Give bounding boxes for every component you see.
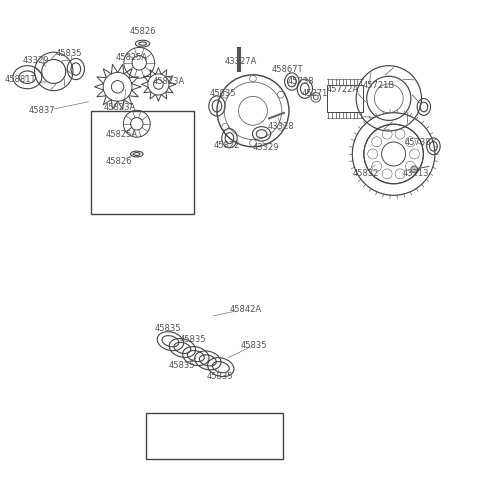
Text: 45867T: 45867T [272,66,303,74]
Text: 45825A: 45825A [115,54,147,62]
Text: 45722A: 45722A [326,84,359,94]
Text: 45837: 45837 [29,106,55,116]
Text: 45881T: 45881T [5,74,36,84]
Text: 45835: 45835 [155,324,181,333]
Text: 45823A: 45823A [103,103,135,112]
Text: 45826: 45826 [130,27,156,36]
Text: 45825A: 45825A [106,130,138,140]
Text: 45826: 45826 [106,156,132,166]
Text: 43213: 43213 [402,168,429,177]
Text: 43329: 43329 [253,143,279,152]
Text: 45835: 45835 [180,335,206,344]
Text: 45835: 45835 [169,360,195,370]
Text: 45835: 45835 [55,48,82,58]
Text: 45835: 45835 [206,372,233,380]
Text: 45832: 45832 [353,168,379,177]
Text: 45738: 45738 [404,138,431,147]
Text: 43329: 43329 [23,56,49,65]
Text: 45823A: 45823A [153,77,185,86]
Bar [146,413,283,459]
Text: 43327A: 43327A [225,58,257,66]
Text: 45822: 45822 [214,141,240,150]
Text: 45721B: 45721B [362,81,395,90]
Text: 45835: 45835 [241,342,267,350]
Circle shape [411,166,418,172]
Bar [91,111,194,214]
Text: 45835: 45835 [209,90,236,98]
Text: 45738: 45738 [288,76,314,86]
Text: 45842A: 45842A [229,306,262,314]
Text: 43328: 43328 [268,122,294,130]
Text: 45271: 45271 [301,88,328,98]
